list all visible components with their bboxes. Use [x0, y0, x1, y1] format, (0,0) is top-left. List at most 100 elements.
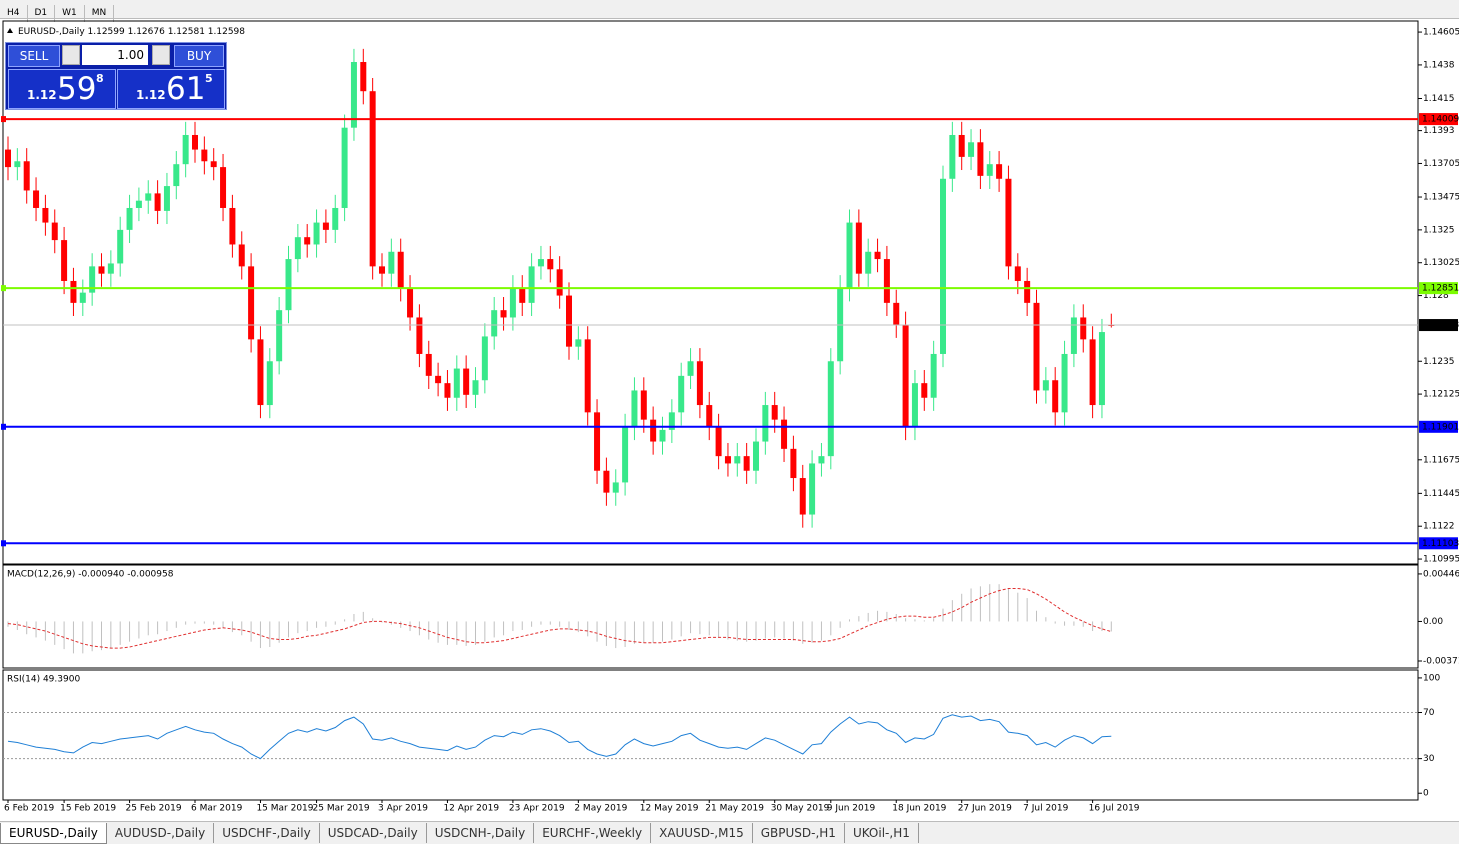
level-label: 1.14009: [1422, 115, 1459, 125]
candle-body: [276, 310, 283, 362]
chart-tab[interactable]: UKOil-,H1: [845, 823, 919, 843]
x-tick-label: 15 Mar 2019: [256, 804, 313, 814]
level-label: 1.11103: [1422, 539, 1459, 549]
candle-body: [603, 470, 610, 493]
y-tick-label: 1.14605: [1423, 28, 1459, 38]
tab[interactable]: W1: [55, 5, 85, 22]
level-label: 1.12851: [1422, 284, 1459, 294]
candle-body: [322, 222, 329, 230]
chart-tab[interactable]: USDCNH-,Daily: [427, 823, 535, 843]
candle-body: [61, 240, 68, 281]
ohlc-value: 1.12676: [128, 27, 165, 37]
lot-down[interactable]: [62, 45, 80, 65]
y-tick-label: 1.128: [1423, 291, 1449, 301]
candle-body: [743, 456, 750, 471]
candle-body: [238, 244, 245, 267]
y-tick-label: 0.00: [1423, 617, 1443, 627]
chart-tab[interactable]: EURUSD-,Daily: [0, 823, 107, 844]
chart: 1.14605 1.1438 1.1415 1.1393 1.13705 1.13475 1…: [1, 20, 1459, 814]
candle-body: [173, 164, 180, 187]
current-price-box: [1419, 319, 1458, 332]
candle-body: [388, 251, 395, 274]
price-small: 8: [96, 72, 104, 85]
candle-body: [566, 295, 572, 347]
candle-body: [42, 207, 49, 223]
candle-body: [397, 251, 404, 289]
candle-body: [360, 61, 367, 92]
y-tick-label: 1.12125: [1423, 390, 1459, 400]
chart-tabs: EURUSD-,Daily AUDUSD-,Daily USDCHF-,Daily U…: [0, 821, 1459, 844]
x-tick-label: 3 Apr 2019: [378, 804, 428, 814]
candle-body: [14, 161, 21, 168]
candle-body: [631, 390, 638, 427]
sell-button[interactable]: SELL: [8, 45, 60, 67]
candle-body: [528, 266, 535, 303]
macd-pane: [2, 564, 1419, 669]
x-tick-label: 30 May 2019: [771, 804, 830, 814]
price-pane: [2, 20, 1419, 565]
tab[interactable]: H4: [0, 5, 28, 22]
chart-tab[interactable]: XAUUSD-,M15: [651, 823, 753, 843]
tab[interactable]: MN: [85, 5, 115, 22]
level-label-box: [1419, 282, 1458, 295]
candle-body: [425, 353, 432, 376]
chart-tab[interactable]: EURCHF-,Weekly: [534, 823, 652, 843]
ask-quote[interactable]: 1.12 61 5: [117, 69, 225, 109]
chart-header: EURUSD-,Daily 1.12599 1.12676 1.12581 1.…: [18, 27, 245, 37]
candle-body: [781, 419, 788, 449]
level-label-box: [1419, 537, 1458, 550]
candle-body: [126, 207, 133, 230]
candle-body: [519, 288, 526, 303]
candle-body: [883, 259, 890, 303]
buy-button[interactable]: BUY: [174, 45, 224, 67]
y-tick-label: 0: [1423, 789, 1429, 799]
chart-tab[interactable]: USDCHF-,Daily: [214, 823, 320, 843]
rsi-label: RSI(14) 49.3900: [7, 675, 80, 685]
candle-body: [444, 383, 451, 398]
candle-body: [416, 317, 423, 354]
candle-body: [846, 222, 853, 289]
candle-body: [117, 229, 124, 264]
level-marker: [1, 423, 6, 430]
candle-body: [668, 412, 675, 430]
x-tick-label: 25 Feb 2019: [126, 804, 182, 814]
y-tick-label: 1.1438: [1423, 60, 1455, 70]
candle-body: [715, 426, 722, 457]
candle-body: [1080, 317, 1087, 340]
candle-body: [612, 482, 619, 493]
x-tick-label: 12 May 2019: [640, 804, 699, 814]
rsi-line: [7, 714, 1112, 760]
x-tick-label: 2 May 2019: [574, 804, 627, 814]
lot-field[interactable]: 1.00: [82, 45, 148, 65]
candle-body: [491, 310, 498, 337]
candle-body: [818, 456, 825, 464]
x-tick-label: 25 Mar 2019: [313, 804, 370, 814]
tab[interactable]: D1: [28, 5, 56, 22]
candle-body: [332, 207, 339, 230]
chart-tab[interactable]: USDCAD-,Daily: [320, 823, 427, 843]
chart-tab[interactable]: AUDUSD-,Daily: [107, 823, 215, 843]
candle-body: [706, 405, 713, 427]
candle-body: [724, 456, 731, 464]
candle-body: [1014, 266, 1021, 281]
x-tick-label: 27 Jun 2019: [958, 804, 1012, 814]
candle-body: [968, 142, 975, 157]
candle-body: [958, 134, 965, 157]
candle-body: [1089, 339, 1096, 406]
lot-up[interactable]: [152, 45, 170, 65]
candle-body: [220, 167, 227, 208]
candle-body: [182, 134, 189, 165]
candle-body: [341, 127, 348, 208]
y-tick-label: 70: [1423, 708, 1435, 718]
bid-quote[interactable]: 1.12 59 8: [8, 69, 116, 109]
trade-panel: SELL 1.00 BUY 1.12 59 8 1.12 61 5: [5, 42, 227, 110]
candle-body: [902, 324, 909, 427]
candle-body: [790, 448, 797, 479]
candle-body: [285, 259, 292, 311]
x-tick-label: 21 May 2019: [705, 804, 764, 814]
macd-label: MACD(12,26,9) -0.000940 -0.000958: [7, 570, 174, 580]
chart-tab[interactable]: GBPUSD-,H1: [753, 823, 845, 843]
candle-body: [1042, 380, 1049, 391]
candle-body: [500, 310, 507, 318]
candle-body: [547, 259, 554, 270]
